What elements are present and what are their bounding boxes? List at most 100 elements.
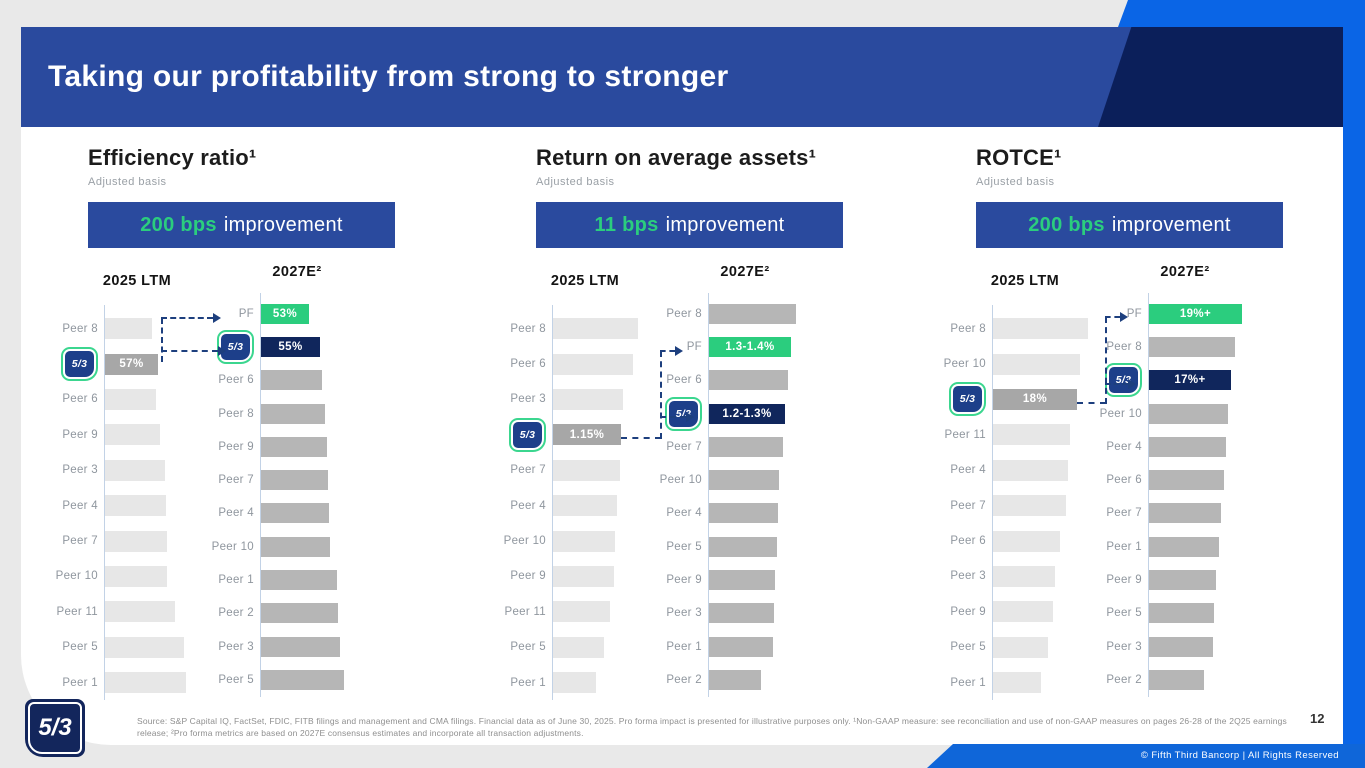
bar-fitb: 57%	[105, 353, 158, 375]
peer-label: Peer 3	[950, 570, 986, 583]
peer-label: Peer 3	[666, 607, 702, 620]
bar-column-2025ltm: Peer 8 Peer 10 5/3 18% Peer 11 Peer 4 Peer 7 Pe…	[928, 304, 1112, 701]
bar-value: 1.15%	[569, 428, 605, 441]
fitb-marker-cell: 5/3	[40, 351, 104, 378]
bar-peer-9	[553, 565, 614, 587]
bar-peer-1	[709, 636, 773, 657]
bar-fitb: 1.2-1.3%	[709, 403, 785, 424]
column-header-2025ltm: 2025 LTM	[990, 273, 1060, 289]
bar-track	[104, 388, 224, 410]
peer-label: Peer 10	[211, 540, 254, 553]
arrow-connector	[660, 351, 662, 439]
bar-peer-8	[1149, 336, 1235, 357]
peer-label: Peer 8	[218, 407, 254, 420]
bar-peer-9	[993, 601, 1053, 623]
bar-track	[1148, 669, 1286, 690]
bar-fitb: 17%+	[1149, 370, 1231, 391]
chart-row: Peer 4	[488, 488, 672, 523]
chart-row: Peer 11	[40, 594, 224, 629]
peer-label: Peer 9	[666, 574, 702, 587]
bar-peer-6	[553, 353, 633, 375]
bar-track	[260, 370, 398, 391]
bar-value: 1.3-1.4%	[725, 340, 775, 353]
bar-track: 1.15%	[552, 424, 672, 446]
peer-label: Peer 5	[510, 641, 546, 654]
peer-label: Peer 7	[666, 440, 702, 453]
peer-label: Peer 5	[666, 540, 702, 553]
peer-label: Peer 5	[1106, 607, 1142, 620]
chart-row: 5/3 55%	[198, 330, 398, 363]
bar-peer-8	[553, 318, 638, 340]
chart-row: 5/3 18%	[928, 382, 1112, 417]
improvement-banner: 11 bps improvement	[536, 202, 843, 248]
bar-track	[1148, 536, 1286, 557]
peer-label: Peer 2	[666, 673, 702, 686]
peer-label: Peer 9	[218, 440, 254, 453]
bar-track	[260, 403, 398, 424]
bar-track	[992, 636, 1112, 658]
bar-track	[552, 672, 672, 694]
peer-label: Peer 1	[1106, 540, 1142, 553]
bar-track	[104, 530, 224, 552]
bar-track	[260, 669, 398, 690]
bar-peer-4	[105, 495, 166, 517]
bar-track	[552, 530, 672, 552]
bar-peer-10	[709, 470, 779, 491]
peer-label: Peer 1	[950, 676, 986, 689]
bar-track	[992, 672, 1112, 694]
improvement-label: improvement	[223, 213, 343, 236]
chart-row: Peer 10	[198, 530, 398, 563]
chart-row: Peer 9	[1086, 563, 1286, 596]
bar-peer-10	[261, 536, 330, 557]
chart-row: Peer 1	[40, 665, 224, 700]
bar-fitb: 55%	[261, 336, 320, 357]
bar-track	[552, 601, 672, 623]
copyright-strip: © Fifth Third Bancorp | All Rights Reser…	[927, 744, 1365, 768]
top-right-accent	[1118, 0, 1365, 27]
chart-row: Peer 9	[928, 594, 1112, 629]
fitb-marker-cell: 5/3	[488, 421, 552, 448]
bar-peer-3	[105, 459, 165, 481]
peer-label: Peer 1	[62, 676, 98, 689]
chart-row: Peer 4	[928, 453, 1112, 488]
chart-row: Peer 7	[928, 488, 1112, 523]
peer-label: Peer 7	[510, 464, 546, 477]
bar-track	[104, 565, 224, 587]
bar-peer-5	[261, 669, 344, 690]
bar-track	[992, 495, 1112, 517]
section-subtitle: Adjusted basis	[536, 176, 615, 188]
peer-label: Peer 4	[1106, 440, 1142, 453]
bar-peer-1	[261, 570, 337, 591]
chart-row: Peer 9	[198, 430, 398, 463]
peer-label: Peer 5	[950, 641, 986, 654]
chart-row: Peer 5	[198, 663, 398, 696]
bar-peer-6	[1149, 470, 1224, 491]
improvement-label: improvement	[665, 213, 785, 236]
peer-label: Peer 3	[62, 464, 98, 477]
bar-peer-3	[993, 565, 1055, 587]
arrow-from-bar	[1077, 402, 1106, 404]
chart-row: 5/3 1.15%	[488, 417, 672, 452]
chart-row: Peer 3	[198, 630, 398, 663]
section-title: Efficiency ratio¹	[88, 145, 257, 170]
chart-row: Peer 6	[928, 523, 1112, 558]
arrow-to-fitb	[1105, 383, 1128, 385]
bar-track	[260, 603, 398, 624]
peer-label: Peer 7	[1106, 507, 1142, 520]
bar-track	[552, 459, 672, 481]
fitb-shield-icon: 5/3	[513, 421, 542, 448]
peer-label: Peer 9	[950, 605, 986, 618]
peer-label: Peer 8	[950, 322, 986, 335]
bar-track	[552, 353, 672, 375]
bar-fitb: 1.15%	[553, 424, 621, 446]
bar-peer-11	[993, 424, 1070, 446]
peer-label: Peer 2	[218, 607, 254, 620]
peer-label: Peer 11	[944, 428, 986, 441]
bar-column-2027e: PF 53% 5/3 55% Peer 6 Peer 8 Peer 9 Peer 7 Peer …	[198, 293, 398, 697]
arrow-connector	[161, 318, 163, 362]
bar-column-2027e: Peer 8 PF 1.3-1.4% Peer 6 5/3 1.2-1.3% Peer 7 P…	[646, 293, 846, 697]
bar-peer-9	[1149, 570, 1216, 591]
bar-track	[708, 570, 846, 591]
bar-track	[708, 536, 846, 557]
chart-row: Peer 2	[646, 663, 846, 696]
